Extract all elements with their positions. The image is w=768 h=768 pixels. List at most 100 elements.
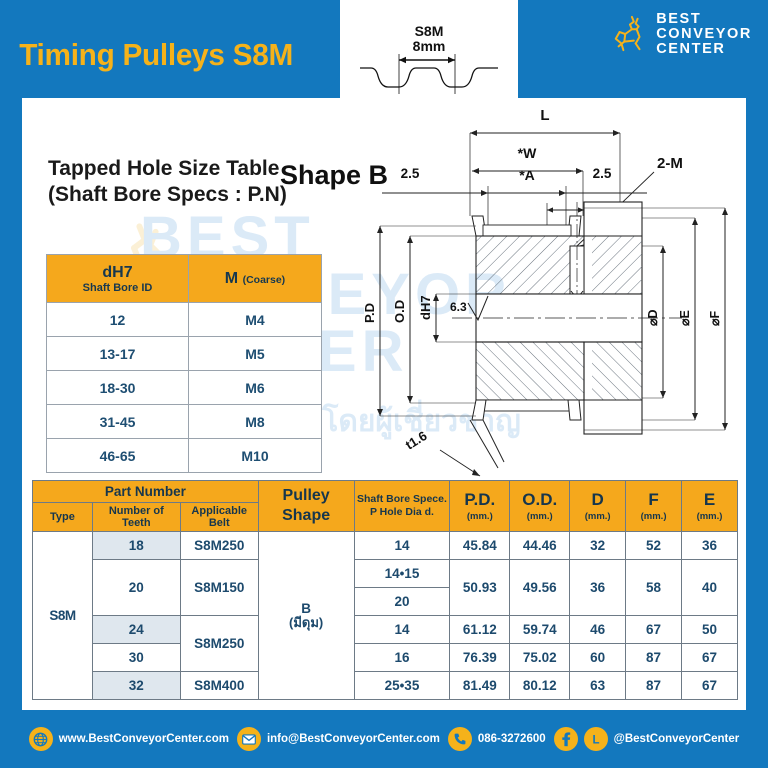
- cell-e: 67: [681, 671, 738, 700]
- cell-teeth: 18: [91, 531, 181, 560]
- footer-website[interactable]: www.BestConveyorCenter.com: [28, 727, 229, 751]
- th-dh7-label: dH7: [102, 263, 133, 281]
- table-header-row-top: Part Number Pulley Shape Shaft Bore Spec…: [32, 480, 738, 532]
- th-od-label: O.D.: [522, 490, 558, 510]
- cell-belt: S8M400: [179, 671, 259, 700]
- cell-d: 60: [569, 643, 627, 672]
- th-m-sub: (Coarse): [242, 273, 286, 286]
- svg-text:L: L: [592, 734, 599, 746]
- belt-pitch-label: 8mm: [413, 38, 446, 54]
- cell-f: 52: [625, 531, 683, 560]
- table-row: 24 S8M250 14 61.12 59.74 46 67 50: [33, 615, 738, 672]
- tapped-hole-heading-line2: (Shaft Bore Specs : P.N): [48, 182, 287, 206]
- th-e-unit: (mm.): [696, 510, 723, 522]
- cell-od: 44.46: [509, 531, 571, 560]
- th-pd: P.D. (mm.): [449, 480, 511, 532]
- belt-profile-panel: S8M 8mm: [340, 0, 518, 100]
- dim-left-2p5-label: 2.5: [401, 166, 420, 181]
- dim-right-2p5-label: 2.5: [593, 166, 612, 181]
- footer-email[interactable]: info@BestConveyorCenter.com: [236, 727, 440, 751]
- dim-D-label: ⌀D: [646, 309, 660, 326]
- table-row-sub: 20: [33, 587, 738, 616]
- th-d-unit: (mm.): [584, 510, 611, 522]
- table-row: 13-17 M5: [46, 336, 322, 371]
- cell-od: 49.56: [509, 559, 571, 616]
- th-f-unit: (mm.): [640, 510, 667, 522]
- th-f: F (mm.): [625, 480, 683, 532]
- table-header-row: dH7 Shaft Bore ID M (Coarse): [46, 254, 322, 303]
- cell-bore: 25•35: [353, 671, 451, 700]
- th-shaft-bore-id: dH7 Shaft Bore ID: [46, 254, 189, 303]
- cell-od: 75.02: [509, 643, 571, 672]
- cell-pd: 45.84: [449, 531, 511, 560]
- cell-e: 40: [681, 559, 738, 616]
- dim-2M-label: 2-M: [657, 155, 683, 172]
- shape-b-title: Shape B: [280, 160, 389, 190]
- cell-bore: 14: [353, 531, 451, 560]
- table-row: S8M 18 S8M250 B (มีดุม) 14 45.84 44.46 3…: [32, 531, 738, 700]
- th-belt: Applicable Belt: [179, 502, 259, 532]
- cell-teeth: 30: [91, 643, 181, 672]
- table-row: 31-45 M8: [46, 404, 322, 439]
- cell-f: 67: [625, 615, 683, 644]
- cell-f: 87: [625, 671, 683, 700]
- cell-e: 67: [681, 643, 738, 672]
- pulley-cross-section-drawing: L *W *A 2.5 2.5: [362, 107, 728, 477]
- th-shaft-bore-line1: Shaft Bore Spece.: [357, 492, 447, 505]
- cell-shape-letter: B: [301, 600, 311, 616]
- table-row: 20 S8M150 14•15 50.93 49.56 36 58 40: [33, 559, 738, 616]
- footer-email-text: info@BestConveyorCenter.com: [266, 733, 440, 745]
- dim-dH7-label: dH7: [418, 295, 433, 320]
- mail-icon: [236, 727, 261, 751]
- tapped-hole-heading: Tapped Hole Size Table (Shaft Bore Specs…: [48, 156, 287, 207]
- cell-belt: S8M150: [179, 559, 259, 616]
- th-d-label: D: [591, 490, 604, 510]
- table-row: 30 16 76.39 75.02 60 87 67: [33, 643, 738, 672]
- cell-teeth: 20: [91, 559, 181, 616]
- table-row: 32 S8M400 25•35 81.49 80.12 63 87 67: [33, 671, 738, 700]
- th-pulley-shape: Pulley Shape: [257, 480, 355, 532]
- th-f-label: F: [648, 490, 659, 510]
- logo-line-3: CENTER: [656, 40, 726, 57]
- cell-m: M5: [188, 336, 322, 371]
- footer-phone-text: 086-3272600: [477, 733, 546, 745]
- cell-f: 58: [625, 559, 683, 616]
- tapped-hole-heading-line1: Tapped Hole Size Table: [48, 157, 280, 180]
- logo-line-2: CONVEYOR: [656, 25, 752, 42]
- cell-pd: 50.93: [449, 559, 511, 616]
- th-od: O.D. (mm.): [509, 480, 571, 532]
- cell-bore: 14: [353, 615, 451, 644]
- logo-wordmark: BEST CONVEYOR CENTER: [656, 12, 752, 56]
- footer-social-text: @BestConveyorCenter: [613, 733, 740, 745]
- th-e: E (mm.): [681, 480, 738, 532]
- th-m-label: M: [224, 269, 239, 287]
- cell-d: 32: [569, 531, 627, 560]
- table-row: 12 M4: [46, 302, 322, 337]
- footer-phone[interactable]: 086-3272600: [447, 727, 546, 751]
- dim-roughness-label: 6.3: [450, 300, 467, 314]
- table-row: 18-30 M6: [46, 370, 322, 405]
- footer-social[interactable]: L @BestConveyorCenter: [553, 727, 740, 751]
- th-pd-label: P.D.: [464, 490, 496, 510]
- th-type: Type: [32, 502, 93, 532]
- line-icon: L: [583, 727, 608, 751]
- belt-type-label: S8M: [415, 23, 444, 39]
- table-row: 46-65 M10: [46, 438, 322, 473]
- cell-f: 87: [625, 643, 683, 672]
- tapped-hole-size-table: dH7 Shaft Bore ID M (Coarse) 12 M4 13-17…: [46, 254, 322, 473]
- cell-d: 46: [569, 615, 627, 644]
- title-plate: Timing Pulleys S8M: [0, 18, 340, 92]
- cell-m: M6: [188, 370, 322, 405]
- cell-bore: 16: [353, 643, 451, 672]
- th-e-label: E: [703, 490, 716, 510]
- belt-profile-drawing: S8M 8mm: [360, 23, 498, 94]
- cell-bore: 46-65: [46, 438, 189, 473]
- globe-icon: [28, 727, 53, 751]
- dim-t16-label: t1.6: [403, 428, 430, 453]
- cell-shape: B (มีดุม): [257, 531, 355, 700]
- th-shaft-bore-line2: P Hole Dia d.: [369, 506, 434, 518]
- footer-contact-bar: www.BestConveyorCenter.com info@BestConv…: [0, 710, 768, 768]
- table-header-row-bottom: Type Number of Teeth Applicable Belt: [32, 502, 738, 532]
- cell-bore: 31-45: [46, 404, 189, 439]
